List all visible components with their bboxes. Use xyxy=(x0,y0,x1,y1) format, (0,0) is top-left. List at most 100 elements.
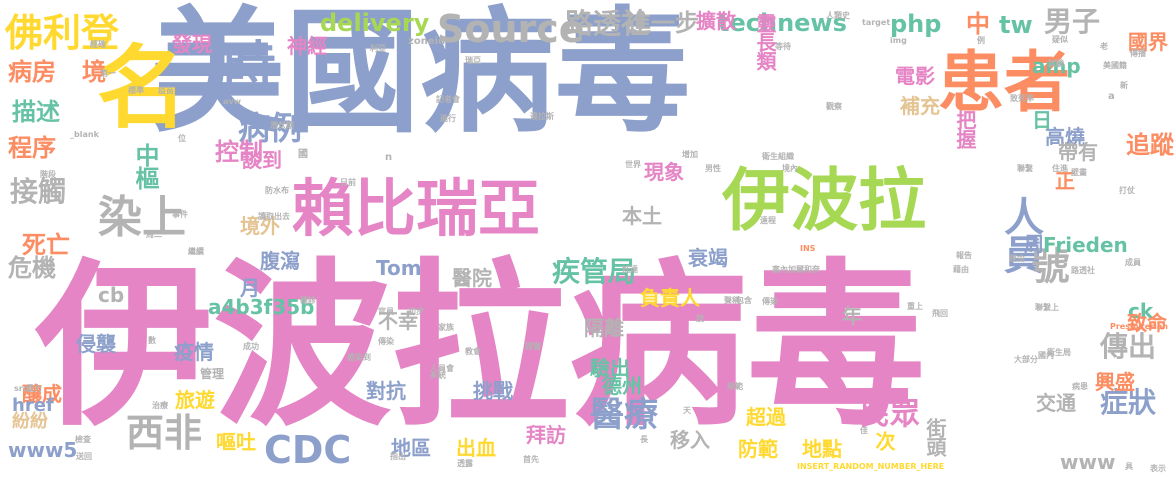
cloud-word: 地區 xyxy=(391,436,431,460)
cloud-word: 興盛 xyxy=(1095,370,1135,394)
cloud-word: 送回 xyxy=(76,452,92,461)
cloud-word: 老 xyxy=(1100,42,1108,51)
cloud-word: 超過 xyxy=(746,405,786,429)
cloud-word: 追蹤 xyxy=(1126,131,1174,159)
cloud-word: 現象 xyxy=(644,160,684,184)
cloud-word: 病患 xyxy=(1072,382,1088,391)
cloud-word: 驗出 xyxy=(590,356,630,380)
cloud-word: 國界 xyxy=(1128,30,1168,54)
cloud-word: 人類史 xyxy=(826,11,850,20)
cloud-word: 美國病毒 xyxy=(150,0,690,151)
cloud-word: 釀成 xyxy=(22,382,62,406)
cloud-word: 談到 xyxy=(242,148,282,172)
cloud-word: 民眾 xyxy=(860,397,920,432)
cloud-word: 境 xyxy=(82,58,106,86)
cloud-word: 管理 xyxy=(200,367,225,381)
cloud-word: 佛利登 xyxy=(5,11,120,55)
cloud-word: 醫療 xyxy=(590,395,658,435)
cloud-word: 標準 xyxy=(128,86,144,95)
cloud-word: 疑似 xyxy=(1052,35,1068,44)
cloud-word: 日 xyxy=(1032,108,1052,132)
cloud-word: 重力 xyxy=(26,384,42,393)
cloud-word: 官員 xyxy=(378,307,394,316)
cloud-word: img xyxy=(890,36,907,45)
cloud-word: 聯繫 xyxy=(1017,164,1033,173)
cloud-word: 人員會 xyxy=(430,364,454,373)
cloud-word: 拜訪 xyxy=(526,423,566,447)
cloud-word: 名 xyxy=(81,40,186,126)
cloud-word: 交通 xyxy=(1036,391,1076,415)
cloud-word: 中 xyxy=(966,10,990,38)
cloud-word: 打仗 xyxy=(1119,186,1135,195)
cloud-word: 長 xyxy=(640,435,648,444)
cloud-word: 紛紛 xyxy=(12,411,48,432)
cloud-word: 違拉斯 xyxy=(530,112,554,121)
cloud-word: Frieden xyxy=(1043,233,1128,257)
cloud-word: CDC xyxy=(264,428,352,472)
cloud-word: 醫院 xyxy=(452,266,492,290)
cloud-word: 路透社 xyxy=(565,7,650,40)
cloud-word: 國內 xyxy=(1038,351,1054,360)
cloud-word: 死亡 xyxy=(22,231,70,259)
cloud-word: 次 xyxy=(872,431,896,450)
cloud-word: 患者 xyxy=(938,44,1070,121)
cloud-word: 重上 xyxy=(907,302,923,311)
cloud-word: 經由 xyxy=(1009,254,1025,263)
cloud-word: 例 xyxy=(977,36,985,45)
cloud-word: 危機 xyxy=(8,254,56,282)
cloud-word: 侵襲 xyxy=(76,332,116,356)
cloud-word: 確診 xyxy=(300,296,316,305)
cloud-word: a xyxy=(1108,91,1115,102)
cloud-word: 西非 xyxy=(126,411,203,455)
cloud-word: 程序 xyxy=(8,134,56,162)
cloud-word: 路透社 xyxy=(1071,266,1095,275)
cloud-word: 等待 xyxy=(775,42,791,51)
cloud-word: 號 xyxy=(1025,246,1069,283)
cloud-word: 靈長類 xyxy=(753,13,777,70)
cloud-word: 新 xyxy=(1120,81,1128,90)
cloud-word: 治療 xyxy=(152,401,168,410)
cloud-word: 男子 xyxy=(1044,5,1101,38)
cloud-word: 移入 xyxy=(670,428,710,452)
cloud-word: php xyxy=(890,10,942,38)
cloud-word: 描述 xyxy=(12,98,60,126)
cloud-word: 事件 xyxy=(172,210,188,219)
cloud-word: target xyxy=(862,18,891,27)
cloud-word: INSERT_RANDOM_NUMBER_HERE xyxy=(797,462,945,471)
cloud-word: 家族 xyxy=(438,323,454,332)
cloud-word: 症狀 xyxy=(1100,386,1157,419)
cloud-word: 天 xyxy=(683,406,691,415)
cloud-word: a4b3f35b xyxy=(208,295,315,319)
cloud-word: 住進 xyxy=(1052,164,1068,173)
cloud-word: 把握 xyxy=(953,110,977,148)
cloud-word: 神經 xyxy=(287,34,327,58)
cloud-word: 旅遊 xyxy=(175,388,215,412)
cloud-word: 境外 xyxy=(240,214,280,238)
cloud-word: 年 xyxy=(842,304,862,328)
cloud-word: 地點 xyxy=(802,437,842,461)
cloud-word: 佳 xyxy=(860,426,868,435)
cloud-word: 試驗 xyxy=(1048,59,1064,68)
cloud-word: 階段 xyxy=(40,170,56,179)
cloud-word: 發現 xyxy=(172,32,212,56)
cloud-word: 不幸 xyxy=(378,309,418,333)
cloud-word: 正 xyxy=(1055,169,1075,193)
cloud-word: 男性 xyxy=(705,164,721,173)
cloud-word: _blank xyxy=(70,130,99,139)
cloud-word: www xyxy=(1060,450,1116,474)
cloud-word: 接觸 xyxy=(10,175,67,208)
cloud-word: 指出 xyxy=(390,452,406,461)
cloud-word: src xyxy=(14,384,28,393)
cloud-word: 說 xyxy=(696,314,704,323)
cloud-word: 防範 xyxy=(738,437,778,461)
cloud-word: avw xyxy=(223,97,242,106)
cloud-word: 衰竭 xyxy=(688,246,728,270)
cloud-word: 傳播 xyxy=(1130,49,1146,58)
cloud-word: 世界 xyxy=(625,160,641,169)
cloud-word: 隔離 xyxy=(584,316,624,340)
cloud-word: 病房 xyxy=(8,58,56,86)
cloud-word: 藉由 xyxy=(953,265,969,274)
cloud-word: 塞內加爾和奈 xyxy=(772,265,820,274)
cloud-word: 嘔吐 xyxy=(216,430,256,454)
cloud-word: 讀取出去 xyxy=(258,212,290,221)
